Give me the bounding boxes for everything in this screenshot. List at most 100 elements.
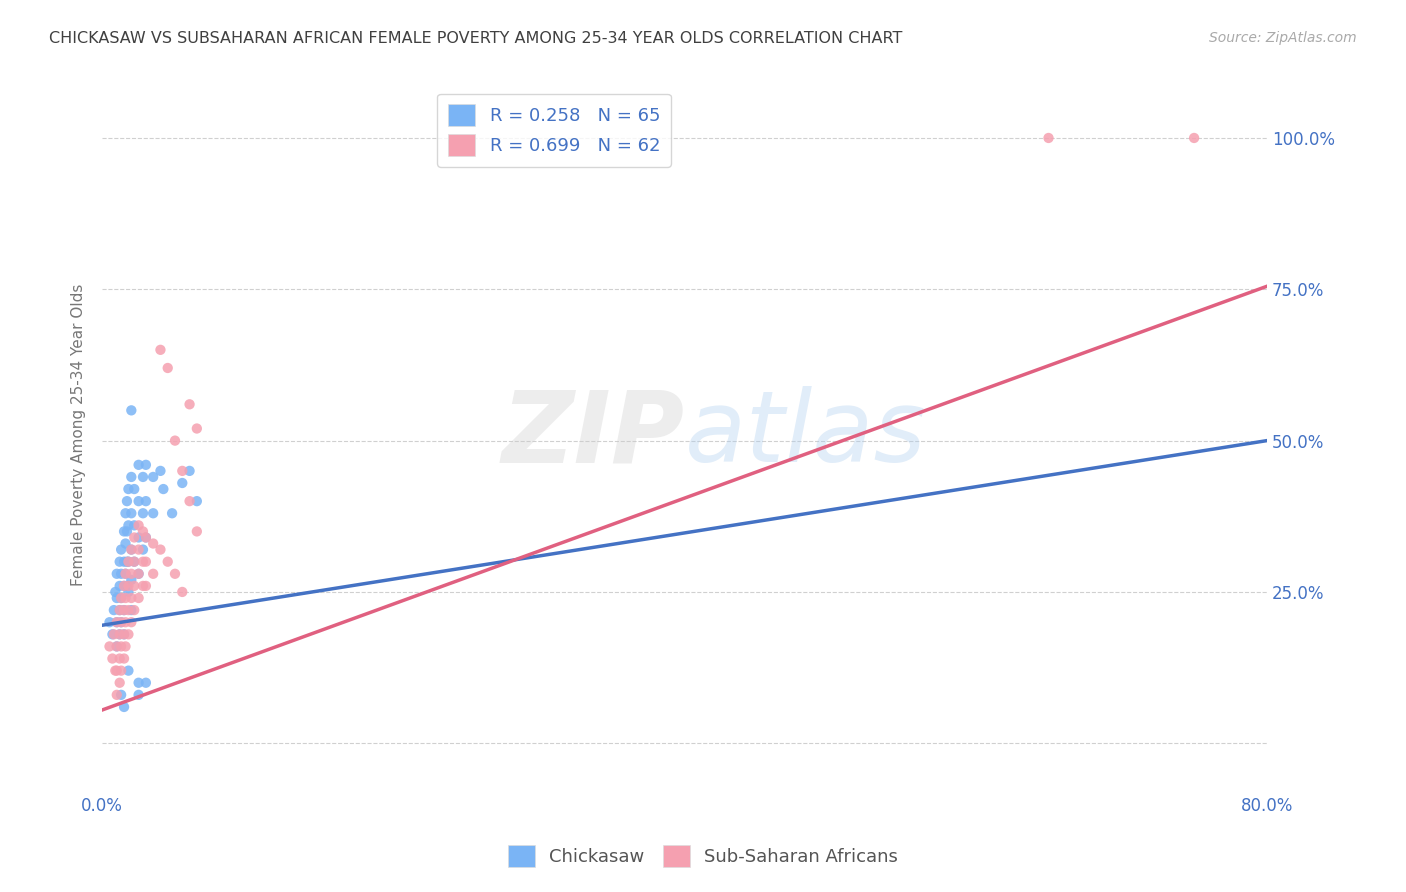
Point	[132, 542, 155, 557]
Point	[132, 470, 155, 484]
Point	[117, 603, 139, 617]
Point	[110, 542, 132, 557]
Point	[120, 506, 142, 520]
Point	[103, 603, 125, 617]
Point	[128, 688, 150, 702]
Point	[149, 464, 172, 478]
Point	[142, 506, 165, 520]
Point	[135, 531, 157, 545]
Point	[115, 579, 138, 593]
Point	[101, 627, 124, 641]
Point	[120, 566, 142, 581]
Point	[142, 470, 165, 484]
Point	[108, 579, 131, 593]
Point	[120, 603, 142, 617]
Point	[128, 566, 150, 581]
Point	[108, 627, 131, 641]
Point	[112, 627, 135, 641]
Point	[128, 566, 150, 581]
Point	[120, 615, 142, 630]
Point	[179, 397, 201, 411]
Point	[128, 675, 150, 690]
Point	[152, 482, 174, 496]
Point	[122, 555, 145, 569]
Point	[110, 640, 132, 654]
Point	[112, 603, 135, 617]
Point	[120, 403, 142, 417]
Point	[105, 566, 128, 581]
Y-axis label: Female Poverty Among 25-34 Year Olds: Female Poverty Among 25-34 Year Olds	[72, 284, 86, 586]
Legend: R = 0.258   N = 65, R = 0.699   N = 62: R = 0.258 N = 65, R = 0.699 N = 62	[437, 94, 671, 167]
Text: atlas: atlas	[685, 386, 927, 483]
Point	[108, 603, 131, 617]
Point	[114, 640, 136, 654]
Point	[105, 640, 128, 654]
Point	[108, 555, 131, 569]
Point	[128, 591, 150, 605]
Point	[142, 536, 165, 550]
Point	[117, 555, 139, 569]
Point	[172, 585, 194, 599]
Point	[120, 470, 142, 484]
Point	[160, 506, 183, 520]
Point	[132, 524, 155, 539]
Point	[156, 555, 179, 569]
Point	[179, 464, 201, 478]
Point	[110, 591, 132, 605]
Point	[135, 555, 157, 569]
Point	[135, 675, 157, 690]
Point	[105, 640, 128, 654]
Point	[104, 585, 127, 599]
Point	[117, 555, 139, 569]
Point	[122, 603, 145, 617]
Point	[122, 482, 145, 496]
Point	[110, 664, 132, 678]
Point	[179, 494, 201, 508]
Point	[117, 664, 139, 678]
Point	[149, 542, 172, 557]
Point	[149, 343, 172, 357]
Point	[110, 591, 132, 605]
Point	[110, 688, 132, 702]
Point	[105, 688, 128, 702]
Point	[114, 615, 136, 630]
Point	[156, 361, 179, 376]
Point	[105, 664, 128, 678]
Text: ZIP: ZIP	[502, 386, 685, 483]
Point	[115, 555, 138, 569]
Point	[108, 675, 131, 690]
Point	[110, 566, 132, 581]
Point	[105, 615, 128, 630]
Text: Source: ZipAtlas.com: Source: ZipAtlas.com	[1209, 31, 1357, 45]
Point	[132, 506, 155, 520]
Point	[108, 651, 131, 665]
Point	[117, 585, 139, 599]
Point	[122, 531, 145, 545]
Point	[122, 579, 145, 593]
Point	[104, 664, 127, 678]
Point	[117, 482, 139, 496]
Point	[120, 542, 142, 557]
Point	[98, 640, 121, 654]
Point	[135, 579, 157, 593]
Point	[122, 518, 145, 533]
Point	[112, 579, 135, 593]
Point	[112, 651, 135, 665]
Point	[112, 524, 135, 539]
Point	[186, 421, 208, 435]
Point	[1038, 131, 1060, 145]
Point	[115, 524, 138, 539]
Legend: Chickasaw, Sub-Saharan Africans: Chickasaw, Sub-Saharan Africans	[501, 838, 905, 874]
Point	[110, 615, 132, 630]
Point	[128, 542, 150, 557]
Point	[112, 603, 135, 617]
Point	[132, 579, 155, 593]
Point	[117, 579, 139, 593]
Point	[112, 700, 135, 714]
Point	[114, 506, 136, 520]
Point	[117, 518, 139, 533]
Point	[117, 627, 139, 641]
Point	[163, 566, 186, 581]
Point	[114, 536, 136, 550]
Point	[110, 615, 132, 630]
